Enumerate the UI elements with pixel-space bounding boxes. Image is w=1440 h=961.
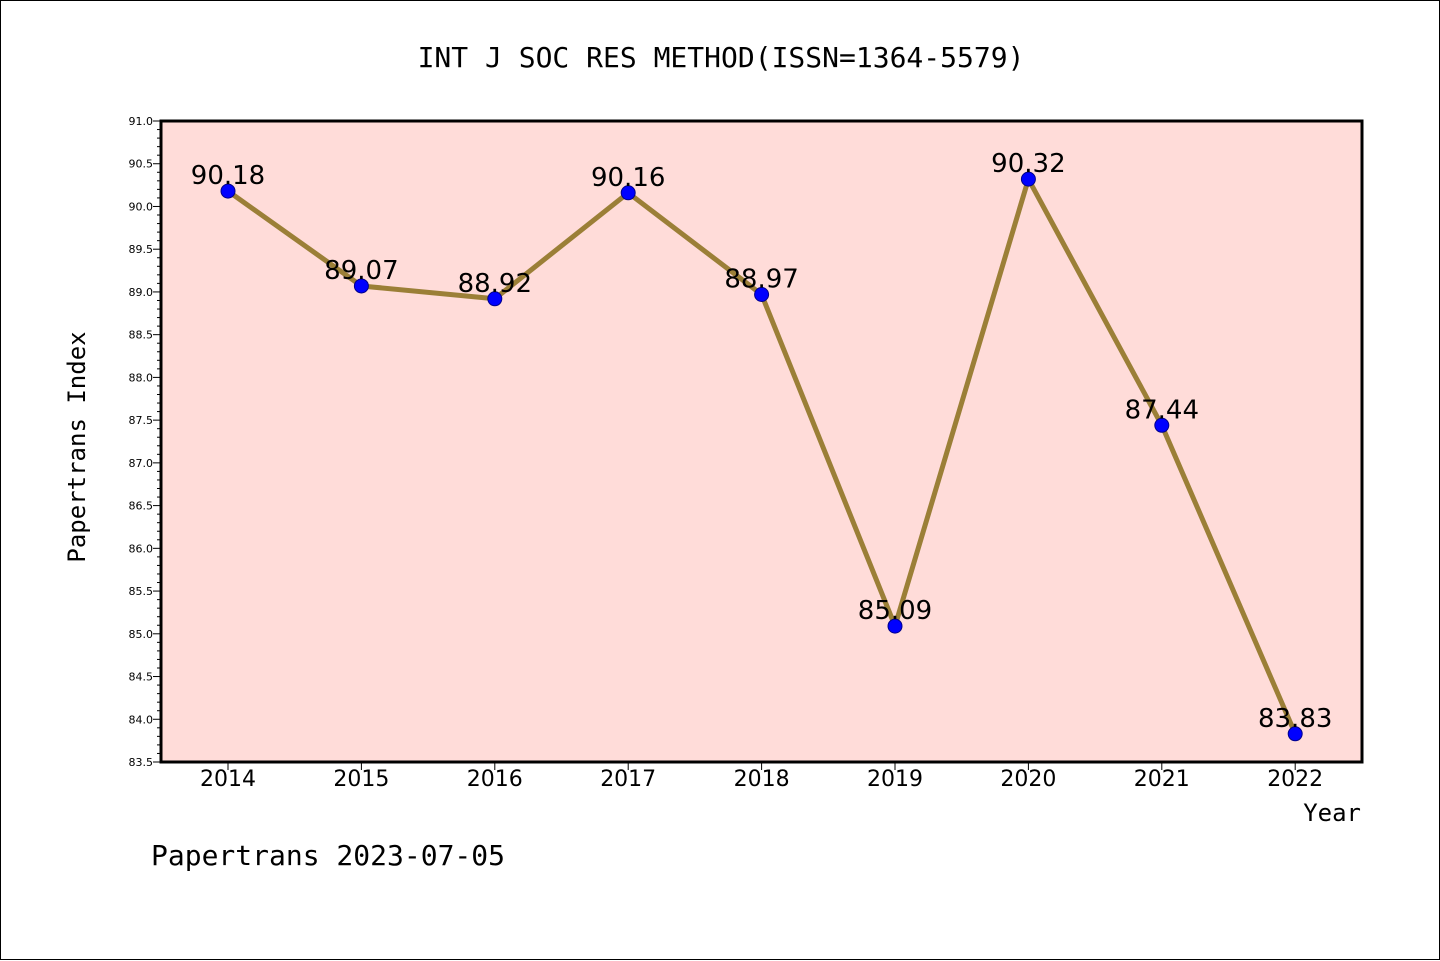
- x-tick-label: 2021: [1134, 767, 1190, 792]
- y-tick-label: 87.5: [129, 414, 154, 427]
- series-layer: 90.18 89.07 88.92 90.16 88.97 85.09 90.32 87.44…: [191, 149, 1332, 742]
- data-label: 88.92: [458, 269, 532, 299]
- x-tick-label: 2019: [867, 767, 923, 792]
- chart-title: INT J SOC RES METHOD(ISSN=1364-5579): [418, 41, 1025, 74]
- data-label: 83.83: [1258, 704, 1332, 734]
- data-point: [1287, 726, 1303, 742]
- y-axis-label: Papertrans Index: [63, 331, 91, 562]
- data-point: [487, 291, 503, 307]
- data-label: 85.09: [858, 596, 932, 626]
- y-tick-label: 89.0: [129, 286, 154, 299]
- y-tick-label: 84.0: [129, 713, 154, 726]
- data-point: [1154, 417, 1170, 433]
- y-tick-label: 91.0: [129, 115, 154, 128]
- x-axis-label: Year: [1303, 799, 1361, 827]
- y-tick-label: 86.0: [129, 542, 154, 555]
- y-tick-label: 87.0: [129, 457, 154, 470]
- x-tick-label: 2022: [1267, 767, 1323, 792]
- data-label: 89.07: [324, 256, 398, 286]
- y-tick-label: 86.5: [129, 500, 154, 513]
- y-tick-label: 85.5: [129, 585, 154, 598]
- data-point: [754, 286, 770, 302]
- data-point: [353, 278, 369, 294]
- x-tick-label: 2018: [734, 767, 790, 792]
- y-tick-label: 83.5: [129, 756, 154, 769]
- data-label: 90.18: [191, 161, 265, 191]
- data-point: [1020, 171, 1036, 187]
- y-tick-label: 88.5: [129, 329, 154, 342]
- x-tick-label: 2016: [467, 767, 523, 792]
- y-tick-label: 84.5: [129, 671, 154, 684]
- x-tick-label: 2017: [600, 767, 656, 792]
- x-tick-label: 2014: [200, 767, 256, 792]
- footer-credit: Papertrans 2023-07-05: [151, 839, 505, 872]
- y-tick-label: 88.0: [129, 371, 154, 384]
- data-point: [887, 618, 903, 634]
- data-point: [620, 185, 636, 201]
- data-label: 90.16: [591, 163, 665, 193]
- y-tick-label: 89.5: [129, 243, 154, 256]
- plot-border: [159, 119, 1364, 764]
- y-axis: 83.5 84.0 84.5 85.0 85.5 86.0 86.5 87.0 87.5 88.0…: [129, 115, 161, 769]
- y-tick-label: 90.0: [129, 200, 154, 213]
- data-label: 90.32: [991, 149, 1065, 179]
- x-tick-label: 2020: [1000, 767, 1056, 792]
- plot-area: [159, 119, 1364, 764]
- x-tick-label: 2015: [333, 767, 389, 792]
- y-tick-label: 90.5: [129, 158, 154, 171]
- data-point: [220, 183, 236, 199]
- x-axis: 2014 2015 2016 2017 2018 2019 2020 2021 2022: [200, 762, 1323, 792]
- data-label: 88.97: [724, 264, 798, 294]
- y-tick-label: 85.0: [129, 628, 154, 641]
- data-label: 87.44: [1125, 395, 1199, 425]
